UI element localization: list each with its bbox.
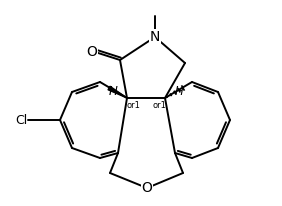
Text: O: O (142, 181, 153, 195)
Polygon shape (108, 86, 127, 98)
Text: H: H (109, 84, 117, 97)
Text: or1: or1 (152, 101, 166, 110)
Text: O: O (87, 45, 98, 59)
Text: Cl: Cl (16, 114, 28, 126)
Text: H: H (175, 84, 183, 97)
Text: or1: or1 (126, 101, 140, 110)
Text: N: N (150, 30, 160, 44)
